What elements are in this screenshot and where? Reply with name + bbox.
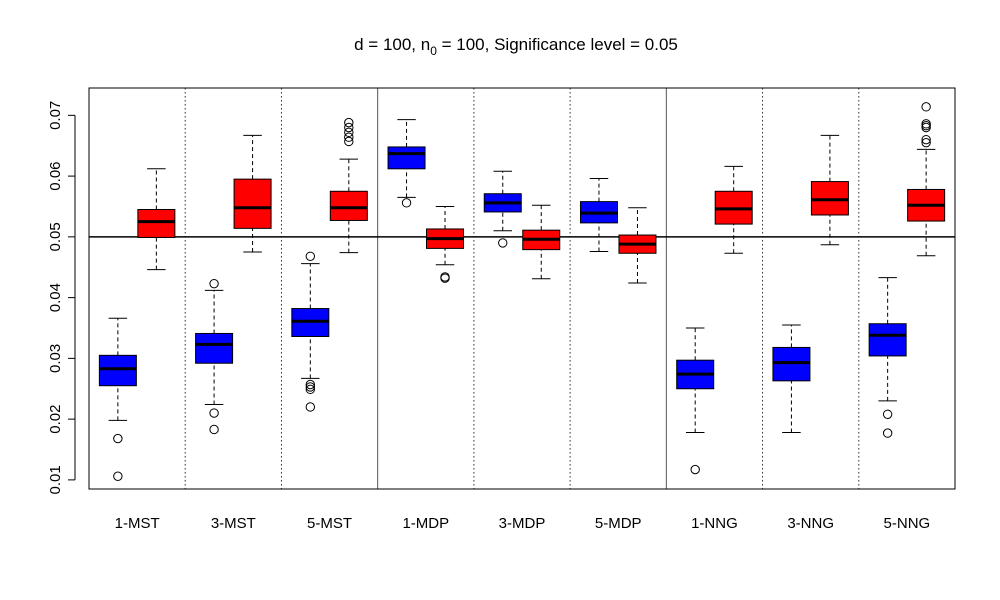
- plot-area: 0.01 0.02 0.03 0.04 0.05 0.06 0.07 1-MST 3-MST 5-…: [47, 87, 956, 532]
- box-red-5-NNG-outlier: [921, 122, 931, 133]
- box-red-5-MST-box: [329, 190, 368, 221]
- box-blue-3-MST-outlier: [209, 278, 219, 289]
- box-blue-1-MST-box: [98, 354, 137, 387]
- box-red-5-MST-outlier: [344, 127, 354, 138]
- y-tick-label: 0.01: [47, 465, 64, 494]
- box-red-5-MST-outlier: [344, 117, 354, 128]
- chart-title-rest: = 100, Significance level = 0.05: [437, 35, 678, 54]
- box-blue-1-NNG-outlier: [690, 464, 700, 475]
- x-tick-label: 5-MST: [307, 515, 352, 532]
- box-red-5-NNG-outlier: [921, 102, 931, 112]
- x-tick-label: 3-NNG: [787, 515, 834, 532]
- box-blue-5-MST-outlier: [305, 402, 316, 412]
- y-tick-label: 0.06: [47, 161, 64, 190]
- box-red-3-MST-box: [233, 178, 272, 229]
- box-red-5-MST-outlier: [344, 136, 354, 147]
- chart-title-main: d = 100, n: [354, 35, 430, 54]
- y-tick-label: 0.04: [47, 283, 64, 312]
- box-blue-5-NNG-outlier: [882, 409, 893, 419]
- box-red-5-NNG-outlier: [921, 137, 931, 148]
- plot-frame: [88, 87, 956, 490]
- box-red-5-MST-outlier: [344, 132, 354, 142]
- chart-title: d = 100, n0 = 100, Significance level = …: [354, 35, 678, 58]
- box-blue-3-MST-box: [195, 332, 234, 364]
- y-tick-label: 0.07: [47, 101, 64, 130]
- box-blue-3-MST-outlier: [209, 408, 219, 418]
- x-tick-label: 3-MDP: [499, 515, 546, 532]
- box-blue-5-MST-outlier: [305, 382, 316, 392]
- box-red-5-NNG-outlier: [921, 120, 931, 131]
- box-blue-5-NNG-box: [868, 323, 907, 357]
- y-tick-label: 0.02: [47, 405, 64, 434]
- box-blue-1-MST-outlier: [113, 471, 123, 481]
- box-red-1-MDP-outlier: [440, 273, 450, 283]
- y-tick-label: 0.05: [47, 222, 64, 251]
- x-tick-label: 1-MST: [115, 515, 160, 532]
- x-tick-label: 5-NNG: [884, 515, 931, 532]
- box-blue-5-MST-outlier: [305, 384, 316, 395]
- box-blue-1-MDP-outlier: [401, 198, 412, 208]
- box-blue-5-MST-outlier: [305, 251, 316, 261]
- box-blue-3-NNG-box: [772, 346, 811, 382]
- box-red-1-MST-box: [137, 209, 176, 238]
- x-tick-label: 3-MST: [211, 515, 256, 532]
- x-tick-label: 1-MDP: [402, 515, 449, 532]
- y-tick-label: 0.03: [47, 344, 64, 373]
- box-red-5-NNG-outlier: [921, 134, 931, 145]
- box-red-5-MST-outlier: [344, 122, 354, 133]
- x-tick-label: 5-MDP: [595, 515, 642, 532]
- box-blue-1-MST-outlier: [113, 433, 123, 444]
- x-tick-label: 1-NNG: [691, 515, 738, 532]
- box-blue-3-MDP-outlier: [498, 238, 508, 248]
- box-blue-5-NNG-outlier: [882, 428, 893, 438]
- box-red-3-NNG-box: [810, 181, 849, 216]
- chart-title-subscript: 0: [430, 44, 437, 58]
- box-blue-5-MST-outlier: [305, 379, 316, 390]
- box-blue-1-MDP-box: [387, 146, 426, 170]
- box-blue-3-MST-outlier: [209, 424, 219, 435]
